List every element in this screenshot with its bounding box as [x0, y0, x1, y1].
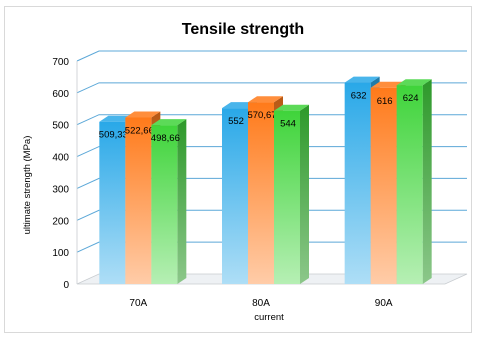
- data-label: 498,66: [151, 133, 180, 144]
- y-tick-label: 400: [52, 153, 69, 164]
- bar: [274, 104, 309, 284]
- x-tick-label: 70A: [129, 298, 147, 309]
- chart-frame: Tensile strength 0 100 200 300 400 500 600 700 …: [4, 6, 472, 333]
- y-tick-label: 100: [52, 248, 69, 259]
- y-tick-label: 200: [52, 216, 69, 227]
- bar: [396, 79, 432, 284]
- gridline: [76, 114, 467, 126]
- y-tick-label: 500: [52, 121, 69, 132]
- gridline: [76, 146, 467, 158]
- gridline: [76, 82, 467, 94]
- y-tick-label: 300: [52, 184, 69, 195]
- y-tick-labels: 0 100 200 300 400 500 600 700: [52, 57, 69, 291]
- gridline: [76, 50, 467, 62]
- gridline: [76, 177, 467, 189]
- y-tick-label: 700: [52, 57, 69, 68]
- data-label: 570,67: [247, 110, 276, 121]
- y-axis-label: ultimate strength (MPa): [22, 136, 33, 235]
- gridline: [76, 209, 467, 221]
- x-category-labels: 70A 80A 90A: [129, 298, 392, 309]
- x-tick-label: 80A: [252, 298, 270, 309]
- gridline: [76, 241, 467, 253]
- data-label: 616: [377, 96, 393, 107]
- y-tick-label: 0: [63, 280, 69, 291]
- bar: [151, 119, 187, 284]
- x-axis-label: current: [254, 312, 284, 323]
- data-label: 632: [351, 91, 367, 102]
- y-tick-label: 600: [52, 89, 69, 100]
- data-label: 509,33: [99, 130, 128, 141]
- data-label: 522,66: [125, 125, 154, 136]
- data-label: 544: [280, 119, 296, 130]
- x-tick-label: 90A: [375, 298, 393, 309]
- data-label: 552: [228, 116, 244, 127]
- chart-svg: Tensile strength 0100200300400500600700 …: [22, 21, 468, 323]
- data-label: 624: [403, 93, 419, 104]
- chart-title: Tensile strength: [182, 21, 304, 38]
